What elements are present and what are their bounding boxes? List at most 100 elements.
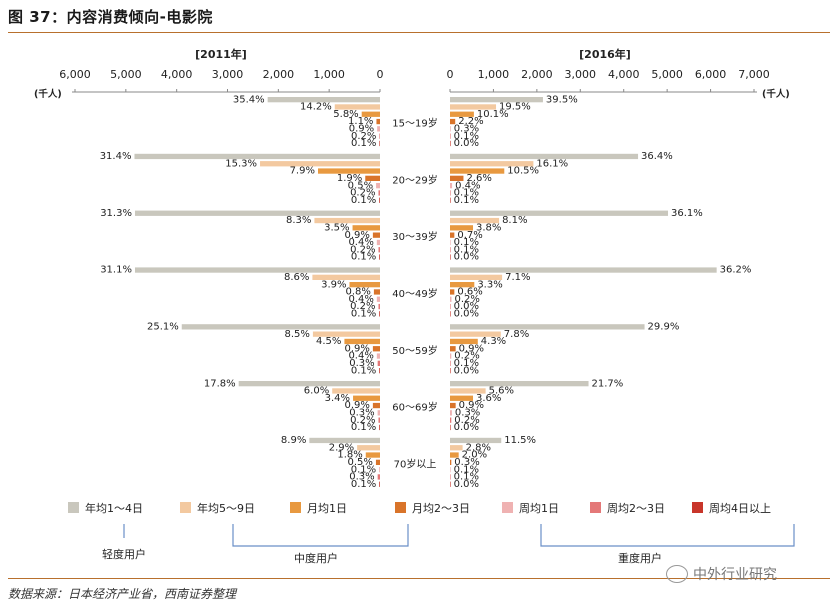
data-label-2011: 0.2%: [350, 188, 375, 199]
bar-2016-1: [450, 324, 645, 330]
group-label-medium-user: 中度用户: [294, 551, 338, 565]
data-label-2016: 36.2%: [720, 265, 752, 276]
legend-label-2: 年均5～9日: [197, 501, 255, 515]
data-label-2011: 0.2%: [351, 131, 376, 142]
data-label-2016: 16.1%: [536, 158, 568, 169]
data-label-2011: 0.1%: [351, 195, 376, 206]
bar-2016-6: [450, 133, 451, 139]
bar-2011-5: [379, 467, 380, 473]
bar-2011-6: [378, 190, 380, 196]
data-source-note: 数据来源：日本经济产业省，西南证券整理: [8, 587, 237, 601]
tick-label-2016: 2,000: [521, 68, 553, 81]
tick-label-2011: 5,000: [110, 68, 142, 81]
legend-label-7: 周均4日以上: [709, 502, 771, 515]
bar-2016-5: [450, 467, 451, 473]
bar-2016-6: [450, 190, 451, 196]
bar-2016-3: [450, 168, 505, 174]
bar-2011-6: [379, 133, 380, 139]
data-label-2011: 0.9%: [349, 124, 374, 135]
bar-2016-5: [450, 353, 452, 359]
bar-2011-6: [377, 474, 380, 480]
bar-2016-7: [450, 197, 451, 203]
data-label-2011: 0.8%: [345, 287, 370, 298]
bar-2011-4: [372, 346, 380, 352]
bar-2016-7: [450, 481, 451, 487]
bar-2016-7: [450, 254, 451, 260]
data-label-2016: 0.9%: [459, 400, 484, 411]
bar-2016-6: [450, 360, 451, 366]
bar-2011-5: [377, 410, 380, 416]
tick-label-2011: 6,000: [59, 68, 91, 81]
bar-2016-3: [450, 111, 474, 117]
data-label-2011: 0.4%: [348, 351, 373, 362]
legend-label-1: 年均1～4日: [85, 501, 143, 515]
data-label-2011: 0.3%: [349, 408, 374, 419]
unit-label-2011: (千人): [34, 88, 62, 100]
data-label-2011: 15.3%: [225, 158, 257, 169]
tick-label-2016: 0: [447, 68, 454, 81]
tick-label-2011: 4,000: [161, 68, 193, 81]
bar-2011-7: [379, 424, 380, 431]
data-label-2016: 0.3%: [455, 408, 480, 419]
data-label-2016: 2.2%: [458, 116, 483, 127]
bar-2011-6: [378, 417, 380, 423]
bar-2016-4: [450, 289, 455, 295]
bar-2016-4: [450, 232, 455, 238]
tick-label-2016: 5,000: [651, 68, 683, 81]
tick-label-2016: 3,000: [565, 68, 597, 81]
data-label-2016: 0.1%: [454, 188, 479, 199]
bar-2016-1: [450, 267, 717, 273]
data-label-2011: 0.1%: [351, 479, 376, 490]
tick-label-2016: 6,000: [695, 68, 727, 81]
bar-2016-1: [450, 437, 502, 444]
group-label-light-user: 轻度用户: [102, 547, 146, 561]
data-label-2016: 0.1%: [454, 131, 479, 142]
legend-swatch-2: [180, 502, 191, 513]
wechat-icon: [666, 565, 688, 583]
data-label-2016: 36.4%: [641, 151, 673, 162]
data-label-2011: 8.5%: [284, 329, 309, 340]
data-label-2011: 14.2%: [300, 102, 332, 113]
bar-2016-2: [450, 104, 497, 110]
data-label-2016: 0.1%: [454, 237, 479, 248]
data-label-2016: 3.3%: [477, 279, 502, 290]
bar-2011-5: [377, 126, 380, 132]
legend-label-4: 月均2～3日: [412, 502, 470, 515]
bar-2011-1: [238, 381, 380, 387]
data-label-2011: 0.1%: [351, 309, 376, 320]
bar-2011-3: [349, 282, 380, 288]
page-title: 图 37：内容消费倾向-电影院: [8, 8, 213, 26]
bar-2011-1: [181, 324, 380, 330]
legend-swatch-4: [395, 502, 406, 513]
data-label-2011: 0.1%: [351, 422, 376, 433]
bar-2011-7: [379, 368, 380, 374]
legend-label-6: 周均2～3日: [607, 502, 665, 515]
data-label-2016: 0.1%: [454, 195, 479, 206]
bar-2011-4: [372, 232, 380, 238]
bar-2011-3: [361, 111, 380, 117]
bar-2011-3: [365, 452, 380, 458]
bar-2011-2: [332, 388, 380, 394]
bar-2011-2: [334, 104, 380, 110]
data-label-2016: 2.8%: [466, 442, 491, 453]
data-label-2011: 0.2%: [350, 244, 375, 255]
bracket-medium-user: [232, 524, 409, 547]
data-label-2011: 31.4%: [100, 151, 132, 162]
bar-2011-5: [376, 296, 380, 302]
category-label: 20～29岁: [392, 173, 437, 186]
bar-2011-1: [309, 437, 380, 444]
bar-2016-6: [450, 247, 451, 253]
bar-2011-7: [379, 197, 380, 203]
category-label: 15～19岁: [392, 117, 437, 130]
bar-2016-1: [450, 97, 543, 103]
bar-2011-2: [314, 217, 380, 224]
bar-2011-7: [379, 140, 380, 147]
category-label: 50～59岁: [392, 344, 437, 357]
data-label-2011: 3.5%: [324, 223, 349, 234]
bar-2016-5: [450, 410, 452, 416]
bar-2011-1: [134, 210, 380, 216]
data-label-2016: 0.1%: [454, 358, 479, 369]
data-label-2011: 0.9%: [344, 400, 369, 411]
category-label: 70岁以上: [394, 457, 437, 470]
data-label-2016: 2.6%: [466, 173, 491, 184]
